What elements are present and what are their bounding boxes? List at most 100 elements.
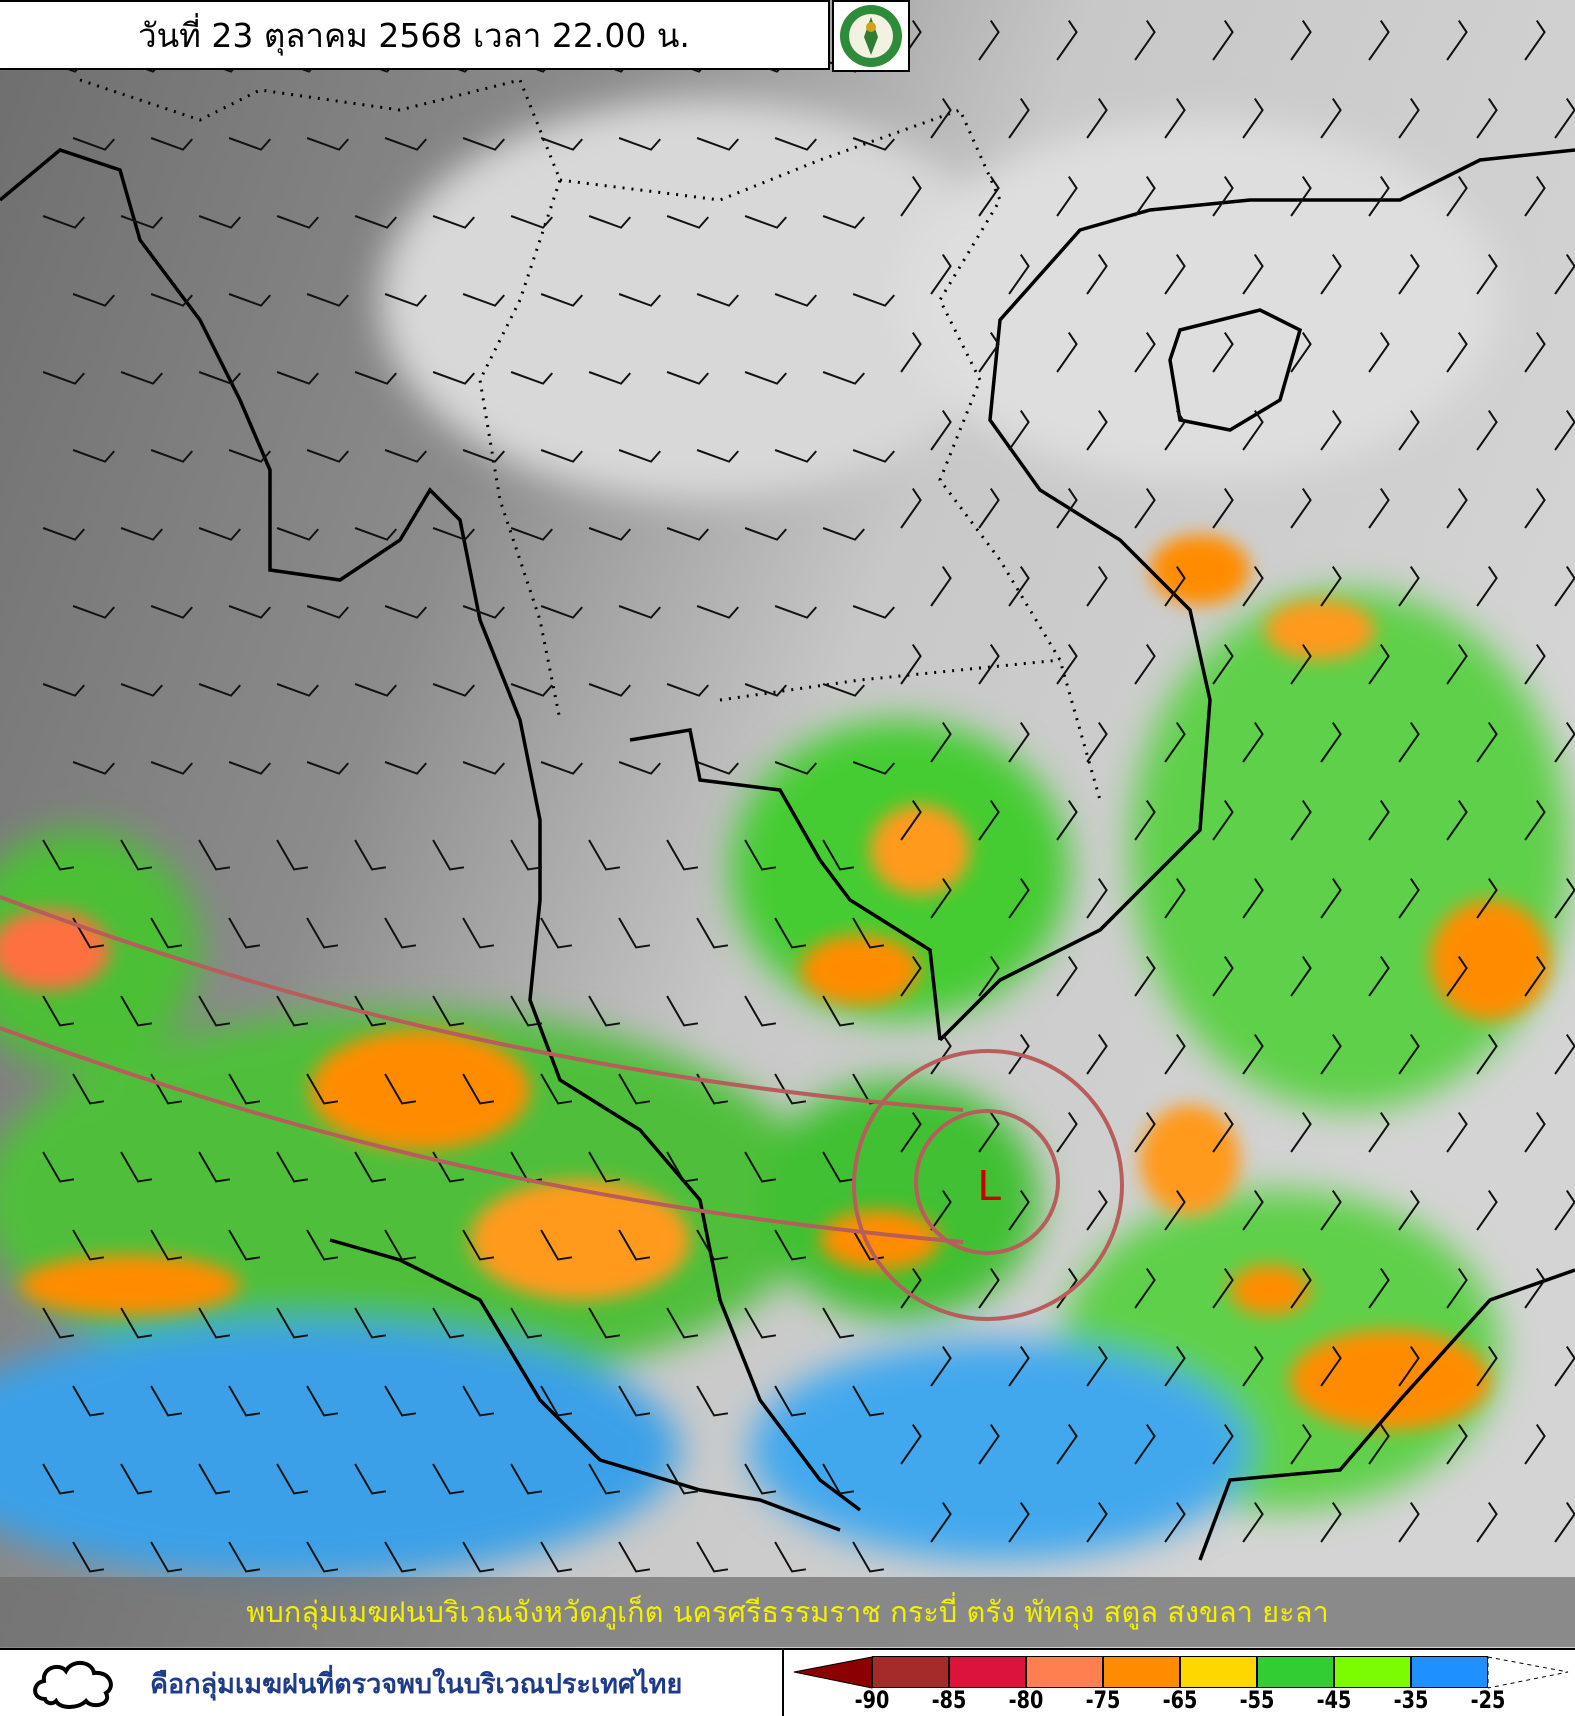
wind-barb <box>930 409 952 451</box>
wind-barb <box>1164 565 1186 607</box>
wind-barb <box>198 371 242 385</box>
colorbar-tick-label: -90 <box>854 1686 890 1714</box>
wind-barb <box>1212 175 1234 217</box>
wind-barb <box>306 917 339 949</box>
wind-barb <box>900 643 922 685</box>
wind-barb <box>42 371 86 385</box>
wind-barb <box>978 1111 1000 1153</box>
wind-barb <box>384 1541 417 1573</box>
wind-barb <box>744 995 777 1027</box>
wind-barb <box>900 1423 922 1465</box>
wind-barb <box>384 1229 417 1261</box>
wind-barb <box>930 877 952 919</box>
wind-barb <box>72 293 116 307</box>
wind-barb <box>1164 1033 1186 1075</box>
wind-barb <box>1368 643 1390 685</box>
wind-barb <box>540 761 584 775</box>
wind-barb <box>1086 565 1108 607</box>
wind-barb <box>1524 175 1546 217</box>
title-text: วันที่ 23 ตุลาคม 2568 เวลา 22.00 น. <box>138 15 690 55</box>
wind-barb <box>1524 955 1546 997</box>
wind-barb <box>1320 253 1342 295</box>
wind-barb <box>696 605 740 619</box>
wind-barb <box>462 1541 495 1573</box>
wind-barb <box>822 1307 855 1339</box>
wind-barb <box>852 1229 885 1261</box>
wind-barb <box>822 995 855 1027</box>
wind-barb <box>852 449 896 463</box>
wind-barb <box>696 293 740 307</box>
colorbar-segment <box>1026 1656 1103 1688</box>
wind-barb <box>228 293 272 307</box>
wind-barb <box>462 1073 495 1105</box>
wind-barb <box>120 839 153 871</box>
wind-barb <box>900 799 922 841</box>
wind-barb <box>666 1151 699 1183</box>
wind-barb <box>72 1073 105 1105</box>
wind-barb <box>354 215 398 229</box>
wind-barb <box>150 1385 183 1417</box>
wind-barb <box>618 761 662 775</box>
wind-barb <box>978 331 1000 373</box>
wind-barb <box>510 839 543 871</box>
wind-barb <box>1008 877 1030 919</box>
wind-barb <box>228 1541 261 1573</box>
wind-barb <box>198 995 231 1027</box>
wind-barb <box>1086 1345 1108 1387</box>
low-pressure-outer-ring <box>852 1049 1124 1321</box>
wind-barb <box>1446 19 1468 61</box>
wind-barb <box>462 605 506 619</box>
wind-barb <box>744 1151 777 1183</box>
colorbar-segment <box>1411 1656 1488 1688</box>
wind-barb <box>1476 1033 1498 1075</box>
wind-barb <box>1086 721 1108 763</box>
wind-barb <box>1446 1267 1468 1309</box>
wind-barb <box>1086 1033 1108 1075</box>
wind-barb <box>822 1463 855 1495</box>
wind-barb <box>774 1385 807 1417</box>
wind-barb <box>696 1073 729 1105</box>
cloud-legend: คือกลุ่มเมฆฝนที่ตรวจพบในบริเวณประเทศไทย <box>0 1648 782 1716</box>
wind-barb <box>1164 409 1186 451</box>
wind-barb <box>744 1463 777 1495</box>
wind-barb <box>276 683 320 697</box>
wind-barb <box>42 527 86 541</box>
wind-barb <box>306 293 350 307</box>
wind-barb <box>1524 643 1546 685</box>
wind-barb <box>1242 253 1264 295</box>
wind-barb <box>1164 1345 1186 1387</box>
low-pressure-inner-ring <box>914 1109 1060 1255</box>
wind-barb <box>42 1307 75 1339</box>
wind-barb <box>228 605 272 619</box>
wind-barb <box>618 137 662 151</box>
wind-barb <box>1398 1033 1420 1075</box>
wind-barb <box>1368 175 1390 217</box>
wind-barb <box>276 1307 309 1339</box>
wind-barb <box>432 1307 465 1339</box>
wind-barb <box>852 917 885 949</box>
wind-barb <box>354 683 398 697</box>
wind-barb <box>696 1385 729 1417</box>
wind-barb <box>1320 1345 1342 1387</box>
wind-barb <box>72 1229 105 1261</box>
wind-barb <box>774 293 818 307</box>
wind-barb <box>930 1033 952 1075</box>
wind-barb <box>432 683 476 697</box>
rain-cloud-banner: พบกลุ่มเมฆฝนบริเวณจังหวัดภูเก็ต นครศรีธร… <box>0 1577 1575 1647</box>
wind-barb <box>1086 409 1108 451</box>
wind-barb <box>1008 721 1030 763</box>
wind-barb <box>978 1267 1000 1309</box>
colorbar-tick-label: -25 <box>1470 1686 1506 1714</box>
wind-barb <box>774 1541 807 1573</box>
wind-barb <box>978 175 1000 217</box>
wind-barb <box>1398 97 1420 139</box>
wind-barb <box>696 449 740 463</box>
wind-barb <box>1398 877 1420 919</box>
wind-barb <box>198 1463 231 1495</box>
wind-barb <box>228 917 261 949</box>
wind-barb <box>852 137 896 151</box>
wind-barb <box>1290 1423 1312 1465</box>
wind-barbs <box>42 19 1575 1573</box>
colorbar-tick-label: -65 <box>1162 1686 1198 1714</box>
wind-barb <box>930 1189 952 1231</box>
